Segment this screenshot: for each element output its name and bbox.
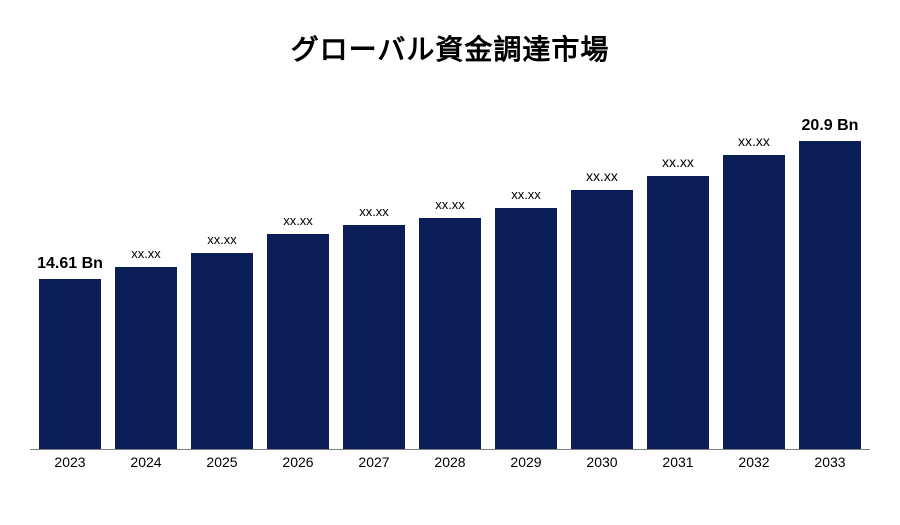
- bar-2031: xx.xx: [640, 99, 716, 449]
- value-label: xx.xx: [586, 168, 618, 184]
- x-label: 2028: [412, 454, 488, 478]
- value-label: xx.xx: [207, 232, 237, 247]
- x-label: 2029: [488, 454, 564, 478]
- bar-2026: xx.xx: [260, 99, 336, 449]
- bar-rect: [647, 176, 709, 449]
- bar-rect: [343, 225, 405, 449]
- bar-2028: xx.xx: [412, 99, 488, 449]
- x-label: 2026: [260, 454, 336, 478]
- bar-2024: xx.xx: [108, 99, 184, 449]
- bar-rect: [571, 190, 633, 449]
- value-label: xx.xx: [511, 187, 541, 202]
- x-axis-line: [30, 449, 870, 450]
- bar-2033: 20.9 Bn: [792, 99, 868, 449]
- x-axis-labels: 2023 2024 2025 2026 2027 2028 2029 2030 …: [30, 454, 870, 478]
- bars-group: 14.61 Bn xx.xx xx.xx xx.xx xx.xx xx.xx: [30, 99, 870, 449]
- value-label: xx.xx: [435, 197, 465, 212]
- bar-rect: [723, 155, 785, 449]
- bar-2025: xx.xx: [184, 99, 260, 449]
- value-label: xx.xx: [131, 246, 161, 261]
- value-label: xx.xx: [662, 154, 694, 170]
- bar-rect: [495, 208, 557, 450]
- bar-2030: xx.xx: [564, 99, 640, 449]
- x-label: 2025: [184, 454, 260, 478]
- x-label: 2033: [792, 454, 868, 478]
- bar-2029: xx.xx: [488, 99, 564, 449]
- value-label: 20.9 Bn: [802, 117, 859, 135]
- bar-2023: 14.61 Bn: [32, 99, 108, 449]
- x-label: 2032: [716, 454, 792, 478]
- bar-2032: xx.xx: [716, 99, 792, 449]
- x-label: 2030: [564, 454, 640, 478]
- value-label: xx.xx: [738, 133, 770, 149]
- x-label: 2027: [336, 454, 412, 478]
- bar-rect: [267, 234, 329, 449]
- value-label: 14.61 Bn: [37, 255, 103, 273]
- value-label: xx.xx: [283, 213, 313, 228]
- bar-rect: [419, 218, 481, 449]
- bar-rect: [191, 253, 253, 449]
- x-label: 2024: [108, 454, 184, 478]
- bar-2027: xx.xx: [336, 99, 412, 449]
- bar-rect: [39, 279, 101, 449]
- bar-rect: [799, 141, 861, 449]
- chart-container: グローバル資金調達市場 14.61 Bn xx.xx xx.xx xx.xx x…: [0, 0, 900, 525]
- value-label: xx.xx: [359, 204, 389, 219]
- x-label: 2023: [32, 454, 108, 478]
- bar-rect: [115, 267, 177, 449]
- x-label: 2031: [640, 454, 716, 478]
- plot-area: 14.61 Bn xx.xx xx.xx xx.xx xx.xx xx.xx: [30, 98, 870, 478]
- chart-title: グローバル資金調達市場: [30, 28, 870, 68]
